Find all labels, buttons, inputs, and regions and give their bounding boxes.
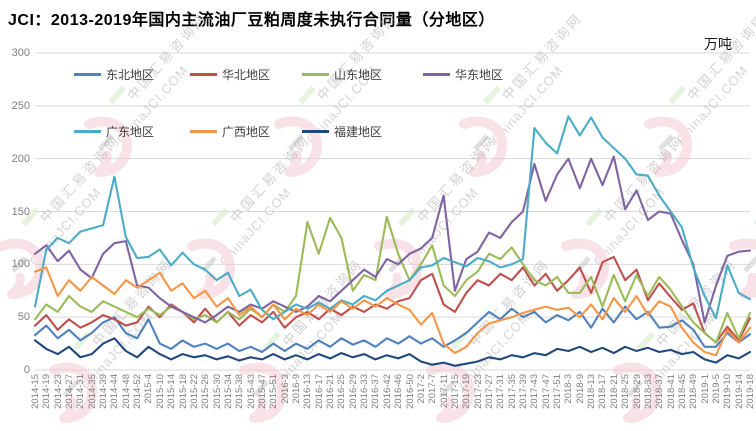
series-line-福建地区 <box>33 337 752 367</box>
series-line-华东地区 <box>33 155 752 324</box>
series-line-东北地区 <box>33 305 752 354</box>
chart-title: JCI：2013-2019年国内主流油厂豆粕周度未执行合同量（分地区） <box>8 12 495 29</box>
y-axis-unit-label: 万吨 <box>704 36 732 52</box>
series-line-山东地区 <box>33 215 752 344</box>
series-line-广西地区 <box>33 266 752 357</box>
